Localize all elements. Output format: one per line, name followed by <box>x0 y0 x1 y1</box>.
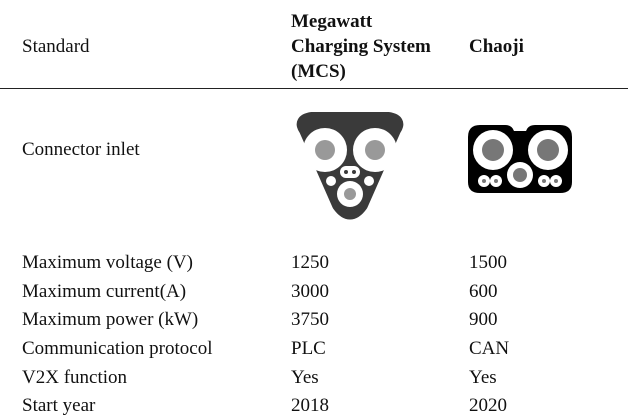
table-cell: 1250 <box>291 252 329 273</box>
table-cell: 3750 <box>291 309 329 330</box>
header-cell: Standard <box>22 36 90 57</box>
table-cell: Maximum power (kW) <box>22 309 199 330</box>
table-cell: PLC <box>291 338 326 359</box>
chaoji-icon <box>468 125 572 193</box>
table-cell: 2018 <box>291 395 329 416</box>
table-cell: Communication protocol <box>22 338 213 359</box>
header-cell: Megawatt Charging System (MCS) <box>291 11 431 82</box>
table-cell: Connector inlet <box>22 139 140 160</box>
header-cell: Chaoji <box>469 36 524 57</box>
table-cell: 900 <box>469 309 498 330</box>
table-cell: 2020 <box>469 395 507 416</box>
table-cell: Yes <box>469 367 497 388</box>
header-rule <box>0 88 628 89</box>
mcs-icon <box>296 112 404 220</box>
table-cell: V2X function <box>22 367 128 388</box>
table-cell: Yes <box>291 367 319 388</box>
table-cell: CAN <box>469 338 510 359</box>
table-cell: Maximum current(A) <box>22 281 187 302</box>
table-cell: Maximum voltage (V) <box>22 252 193 273</box>
table-cell: 3000 <box>291 281 329 302</box>
table-cell: Start year <box>22 395 96 416</box>
table-cell: 1500 <box>469 252 507 273</box>
table-cell: 600 <box>469 281 498 302</box>
